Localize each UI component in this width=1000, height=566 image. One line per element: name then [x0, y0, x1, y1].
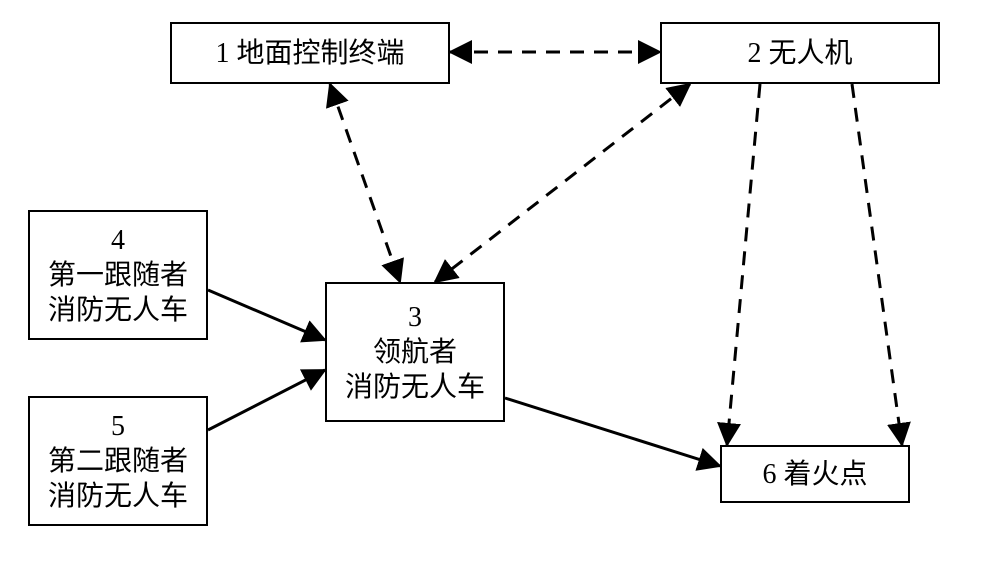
node-ground-control: 1 地面控制终端	[170, 22, 450, 84]
node-fire-point: 6 着火点	[720, 445, 910, 503]
node-leader-vehicle: 3 领航者 消防无人车	[325, 282, 505, 422]
edge-e3	[330, 84, 400, 282]
edge-e8	[505, 398, 720, 466]
node-follower1-vehicle: 4 第一跟随者 消防无人车	[28, 210, 208, 340]
node-follower2-vehicle: 5 第二跟随者 消防无人车	[28, 396, 208, 526]
node-uav: 2 无人机	[660, 22, 940, 84]
edge-e4	[727, 84, 760, 445]
diagram-canvas: 1 地面控制终端 2 无人机 3 领航者 消防无人车 4 第一跟随者 消防无人车…	[0, 0, 1000, 566]
edge-e2	[435, 84, 690, 282]
edge-e6	[208, 290, 325, 340]
edge-e7	[208, 370, 325, 430]
edge-e5	[852, 84, 902, 445]
